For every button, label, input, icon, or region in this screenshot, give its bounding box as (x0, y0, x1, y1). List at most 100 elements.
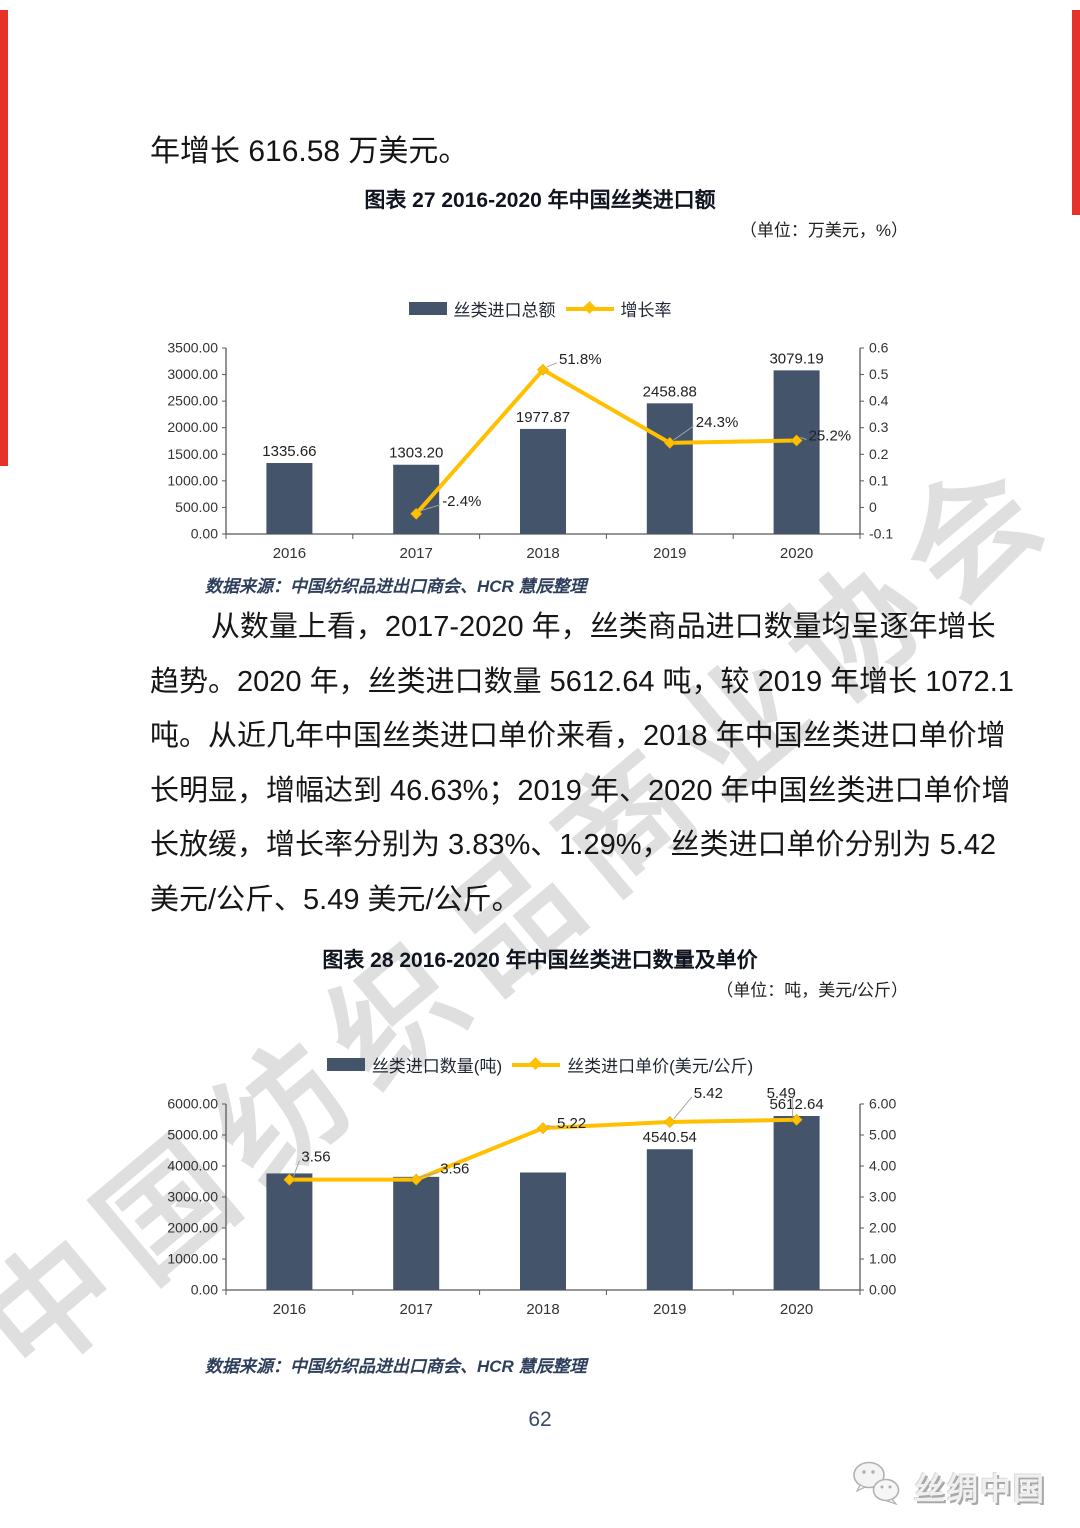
svg-text:51.8%: 51.8% (559, 351, 602, 368)
svg-text:2020: 2020 (780, 545, 813, 562)
svg-text:500.00: 500.00 (175, 499, 218, 515)
bar (520, 428, 566, 534)
svg-text:2019: 2019 (653, 1301, 686, 1318)
legend-label: 增长率 (620, 300, 672, 320)
svg-text:4.00: 4.00 (869, 1158, 896, 1174)
line-marker (663, 436, 676, 449)
page-number: 62 (528, 1408, 552, 1431)
svg-text:2000.00: 2000.00 (167, 1220, 218, 1236)
bar (393, 1176, 440, 1290)
svg-text:6.00: 6.00 (869, 1096, 896, 1112)
paragraph-line: 美元/公斤、5.49 美元/公斤。 (150, 883, 521, 916)
legend-line-marker (512, 1057, 561, 1071)
svg-text:6000.00: 6000.00 (167, 1096, 218, 1112)
svg-text:0.2: 0.2 (869, 446, 889, 462)
svg-text:5.49: 5.49 (767, 1085, 796, 1102)
legend-label: 丝类进口数量(吨) (371, 1056, 503, 1076)
chart-legend: 丝类进口总额 增长率 (160, 296, 920, 320)
line-marker (663, 1116, 676, 1128)
legend-line-marker (565, 301, 614, 315)
bar (266, 1173, 313, 1290)
line-marker (537, 363, 549, 376)
body-paragraph: 从数量上看，2017-2020 年，丝类商品进口数量均呈逐年增长 趋势。2020… (150, 600, 1014, 927)
legend-item: 丝类进口总额 (408, 296, 556, 321)
legend-bar-swatch (408, 301, 447, 315)
svg-text:5.22: 5.22 (557, 1115, 586, 1132)
chart-svg: 6000.00 5000.00 4000.00 3000.00 2000.00 1000.… (167, 1085, 896, 1318)
svg-text:3000.00: 3000.00 (167, 366, 218, 382)
bar (393, 464, 440, 534)
svg-text:-0.1: -0.1 (869, 526, 893, 542)
line-marker (790, 1113, 803, 1126)
lead-text: 年增长 616.58 万美元。 (150, 135, 469, 168)
legend-bar-swatch (326, 1057, 365, 1071)
wechat-icon (848, 1460, 904, 1513)
line-series (414, 367, 797, 516)
svg-text:2458.88: 2458.88 (643, 383, 697, 400)
svg-text:2017: 2017 (400, 545, 433, 562)
svg-text:2019: 2019 (653, 545, 686, 562)
bar (773, 370, 820, 534)
line-marker (410, 507, 423, 520)
paragraph-line: 从数量上看，2017-2020 年，丝类商品进口数量均呈逐年增长 (210, 611, 996, 643)
legend-label: 丝类进口单价(美元/公斤) (567, 1056, 754, 1076)
svg-text:2500.00: 2500.00 (167, 393, 218, 409)
svg-text:2.00: 2.00 (869, 1220, 896, 1236)
svg-text:1000.00: 1000.00 (167, 1251, 218, 1267)
svg-text:3500.00: 3500.00 (167, 340, 218, 356)
svg-text:2017: 2017 (400, 1301, 433, 1318)
bar (646, 403, 693, 534)
svg-text:3.00: 3.00 (869, 1189, 896, 1205)
svg-text:2020: 2020 (780, 1301, 813, 1318)
svg-text:1977.87: 1977.87 (516, 409, 570, 426)
line-marker (410, 1173, 423, 1186)
svg-text:1335.66: 1335.66 (262, 443, 316, 460)
svg-text:4540.54: 4540.54 (643, 1129, 697, 1146)
legend-label: 丝类进口总额 (453, 300, 556, 320)
svg-text:3.56: 3.56 (440, 1161, 469, 1178)
bar (266, 463, 313, 534)
svg-text:2016: 2016 (273, 1301, 306, 1318)
chart2-source: 数据来源：中国纺织品进出口商会、HCR 慧辰整理 (205, 1357, 587, 1376)
svg-text:0.6: 0.6 (869, 340, 889, 356)
svg-text:2018: 2018 (526, 1301, 559, 1318)
svg-text:25.2%: 25.2% (809, 427, 852, 444)
svg-text:2016: 2016 (273, 545, 306, 562)
footer-logo: 丝绸中国 (848, 1460, 1046, 1513)
chart1-unit-note: （单位：万美元，%） (739, 221, 908, 240)
svg-text:0: 0 (869, 499, 877, 515)
line-marker (283, 1173, 296, 1186)
page-edge-strip-left (0, 10, 8, 466)
svg-text:1.00: 1.00 (869, 1251, 896, 1267)
svg-text:5612.64: 5612.64 (769, 1096, 823, 1113)
svg-text:0.4: 0.4 (869, 393, 889, 409)
chart2: 丝类进口数量(吨) 丝类进口单价(美元/公斤) 6000.00 5000.00 4000… (160, 1052, 920, 1339)
svg-text:-2.4%: -2.4% (442, 493, 481, 510)
svg-text:24.3%: 24.3% (696, 414, 739, 431)
svg-text:1000.00: 1000.00 (167, 472, 218, 488)
chart2-unit-note: （单位：吨，美元/公斤） (716, 981, 908, 1000)
chart1-source: 数据来源：中国纺织品进出口商会、HCR 慧辰整理 (205, 577, 587, 596)
svg-text:4000.00: 4000.00 (167, 1158, 218, 1174)
svg-text:5.00: 5.00 (869, 1127, 896, 1143)
svg-text:0.00: 0.00 (869, 1282, 896, 1298)
svg-text:5.42: 5.42 (694, 1085, 723, 1102)
paragraph-line: 趋势。2020 年，丝类进口数量 5612.64 吨，较 2019 年增长 10… (150, 665, 1014, 698)
chart1: 丝类进口总额 增长率 3500.00 3000.00 2500.00 2000.00 150… (160, 296, 920, 583)
svg-text:0.00: 0.00 (191, 526, 218, 542)
svg-text:0.5: 0.5 (869, 366, 889, 382)
svg-text:1303.20: 1303.20 (389, 445, 443, 462)
legend-item: 丝类进口数量(吨) (326, 1052, 503, 1077)
line-marker (537, 1122, 549, 1135)
legend-item: 丝类进口单价(美元/公斤) (512, 1052, 753, 1077)
svg-text:2000.00: 2000.00 (167, 419, 218, 435)
svg-text:0.1: 0.1 (869, 472, 889, 488)
chart1-title: 图表 27 2016-2020 年中国丝类进口额 (364, 189, 716, 212)
page-edge-strip-right (1072, 10, 1080, 215)
footer-logo-text: 丝绸中国 (914, 1472, 1046, 1507)
svg-text:3.56: 3.56 (301, 1149, 330, 1166)
bar (646, 1149, 693, 1290)
chart2-title: 图表 28 2016-2020 年中国丝类进口数量及单价 (322, 949, 758, 972)
chart-legend: 丝类进口数量(吨) 丝类进口单价(美元/公斤) (160, 1052, 920, 1076)
